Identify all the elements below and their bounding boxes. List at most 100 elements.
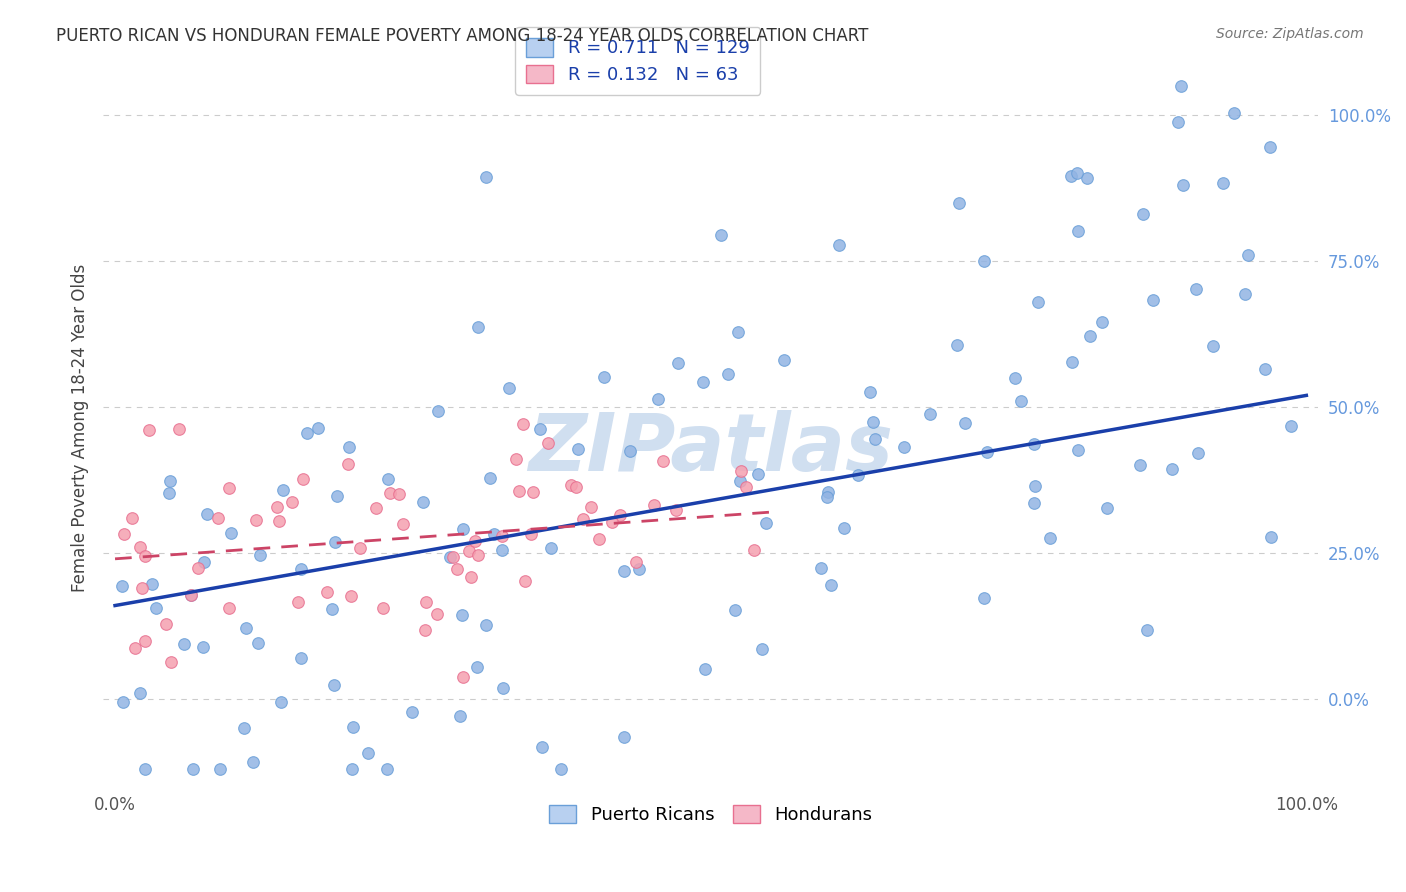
Hondurans (245, 512, 267, 526)
Hondurans (134, 634, 156, 648)
Hondurans (291, 472, 314, 486)
Hondurans (588, 533, 610, 547)
Puerto Ricans (1132, 207, 1154, 221)
Puerto Ricans (863, 432, 886, 446)
Puerto Ricans (145, 600, 167, 615)
Puerto Ricans (1060, 169, 1083, 183)
Puerto Ricans (357, 747, 380, 761)
Puerto Ricans (467, 660, 489, 674)
Hondurans (600, 516, 623, 530)
Puerto Ricans (710, 227, 733, 242)
Puerto Ricans (1010, 394, 1032, 409)
Hondurans (281, 495, 304, 509)
Puerto Ricans (439, 550, 461, 565)
Puerto Ricans (1167, 115, 1189, 129)
Puerto Ricans (193, 640, 215, 655)
Puerto Ricans (529, 422, 551, 436)
Hondurans (340, 589, 363, 603)
Hondurans (267, 514, 290, 528)
Puerto Ricans (1067, 224, 1090, 238)
Hondurans (560, 478, 582, 492)
Puerto Ricans (173, 637, 195, 651)
Puerto Ricans (1212, 176, 1234, 190)
Puerto Ricans (747, 467, 769, 481)
Hondurans (643, 498, 665, 512)
Puerto Ricans (427, 404, 450, 418)
Puerto Ricans (1258, 139, 1281, 153)
Hondurans (734, 480, 756, 494)
Hondurans (451, 670, 474, 684)
Hondurans (572, 512, 595, 526)
Puerto Ricans (1076, 171, 1098, 186)
Puerto Ricans (195, 507, 218, 521)
Puerto Ricans (451, 522, 474, 536)
Hondurans (167, 422, 190, 436)
Hondurans (287, 595, 309, 609)
Puerto Ricans (820, 578, 842, 592)
Legend: Puerto Ricans, Hondurans: Puerto Ricans, Hondurans (538, 794, 883, 835)
Hondurans (426, 607, 449, 622)
Puerto Ricans (474, 169, 496, 184)
Text: PUERTO RICAN VS HONDURAN FEMALE POVERTY AMONG 18-24 YEAR OLDS CORRELATION CHART: PUERTO RICAN VS HONDURAN FEMALE POVERTY … (56, 27, 869, 45)
Hondurans (624, 555, 647, 569)
Hondurans (441, 549, 464, 564)
Puerto Ricans (817, 485, 839, 500)
Hondurans (131, 581, 153, 595)
Puerto Ricans (337, 440, 360, 454)
Puerto Ricans (111, 579, 134, 593)
Puerto Ricans (832, 520, 855, 534)
Puerto Ricans (567, 442, 589, 456)
Puerto Ricans (550, 762, 572, 776)
Puerto Ricans (412, 495, 434, 509)
Puerto Ricans (467, 320, 489, 334)
Text: Source: ZipAtlas.com: Source: ZipAtlas.com (1216, 27, 1364, 41)
Hondurans (513, 574, 536, 588)
Hondurans (218, 600, 240, 615)
Hondurans (128, 540, 150, 554)
Puerto Ricans (242, 755, 264, 769)
Puerto Ricans (828, 238, 851, 252)
Puerto Ricans (647, 392, 669, 407)
Puerto Ricans (271, 483, 294, 497)
Puerto Ricans (751, 641, 773, 656)
Puerto Ricans (613, 564, 636, 578)
Puerto Ricans (1039, 531, 1062, 545)
Puerto Ricans (326, 489, 349, 503)
Puerto Ricans (846, 467, 869, 482)
Puerto Ricans (1078, 328, 1101, 343)
Hondurans (536, 435, 558, 450)
Hondurans (730, 464, 752, 478)
Puerto Ricans (1202, 339, 1225, 353)
Hondurans (207, 511, 229, 525)
Puerto Ricans (727, 325, 749, 339)
Puerto Ricans (893, 440, 915, 454)
Puerto Ricans (246, 636, 269, 650)
Puerto Ricans (1185, 282, 1208, 296)
Hondurans (579, 500, 602, 514)
Puerto Ricans (159, 474, 181, 488)
Puerto Ricans (1279, 419, 1302, 434)
Puerto Ricans (1062, 355, 1084, 369)
Hondurans (664, 502, 686, 516)
Puerto Ricans (1171, 178, 1194, 192)
Puerto Ricans (112, 695, 135, 709)
Puerto Ricans (628, 562, 651, 576)
Puerto Ricans (1022, 496, 1045, 510)
Puerto Ricans (1254, 362, 1277, 376)
Puerto Ricans (491, 543, 513, 558)
Hondurans (391, 516, 413, 531)
Puerto Ricans (1161, 462, 1184, 476)
Hondurans (565, 480, 588, 494)
Y-axis label: Female Poverty Among 18-24 Year Olds: Female Poverty Among 18-24 Year Olds (72, 263, 89, 591)
Hondurans (315, 584, 337, 599)
Puerto Ricans (973, 591, 995, 606)
Puerto Ricans (693, 662, 716, 676)
Puerto Ricans (1236, 248, 1258, 262)
Puerto Ricans (810, 561, 832, 575)
Hondurans (349, 541, 371, 555)
Puerto Ricans (1223, 106, 1246, 120)
Puerto Ricans (613, 731, 636, 745)
Hondurans (266, 500, 288, 514)
Puerto Ricans (193, 556, 215, 570)
Puerto Ricans (1095, 500, 1118, 515)
